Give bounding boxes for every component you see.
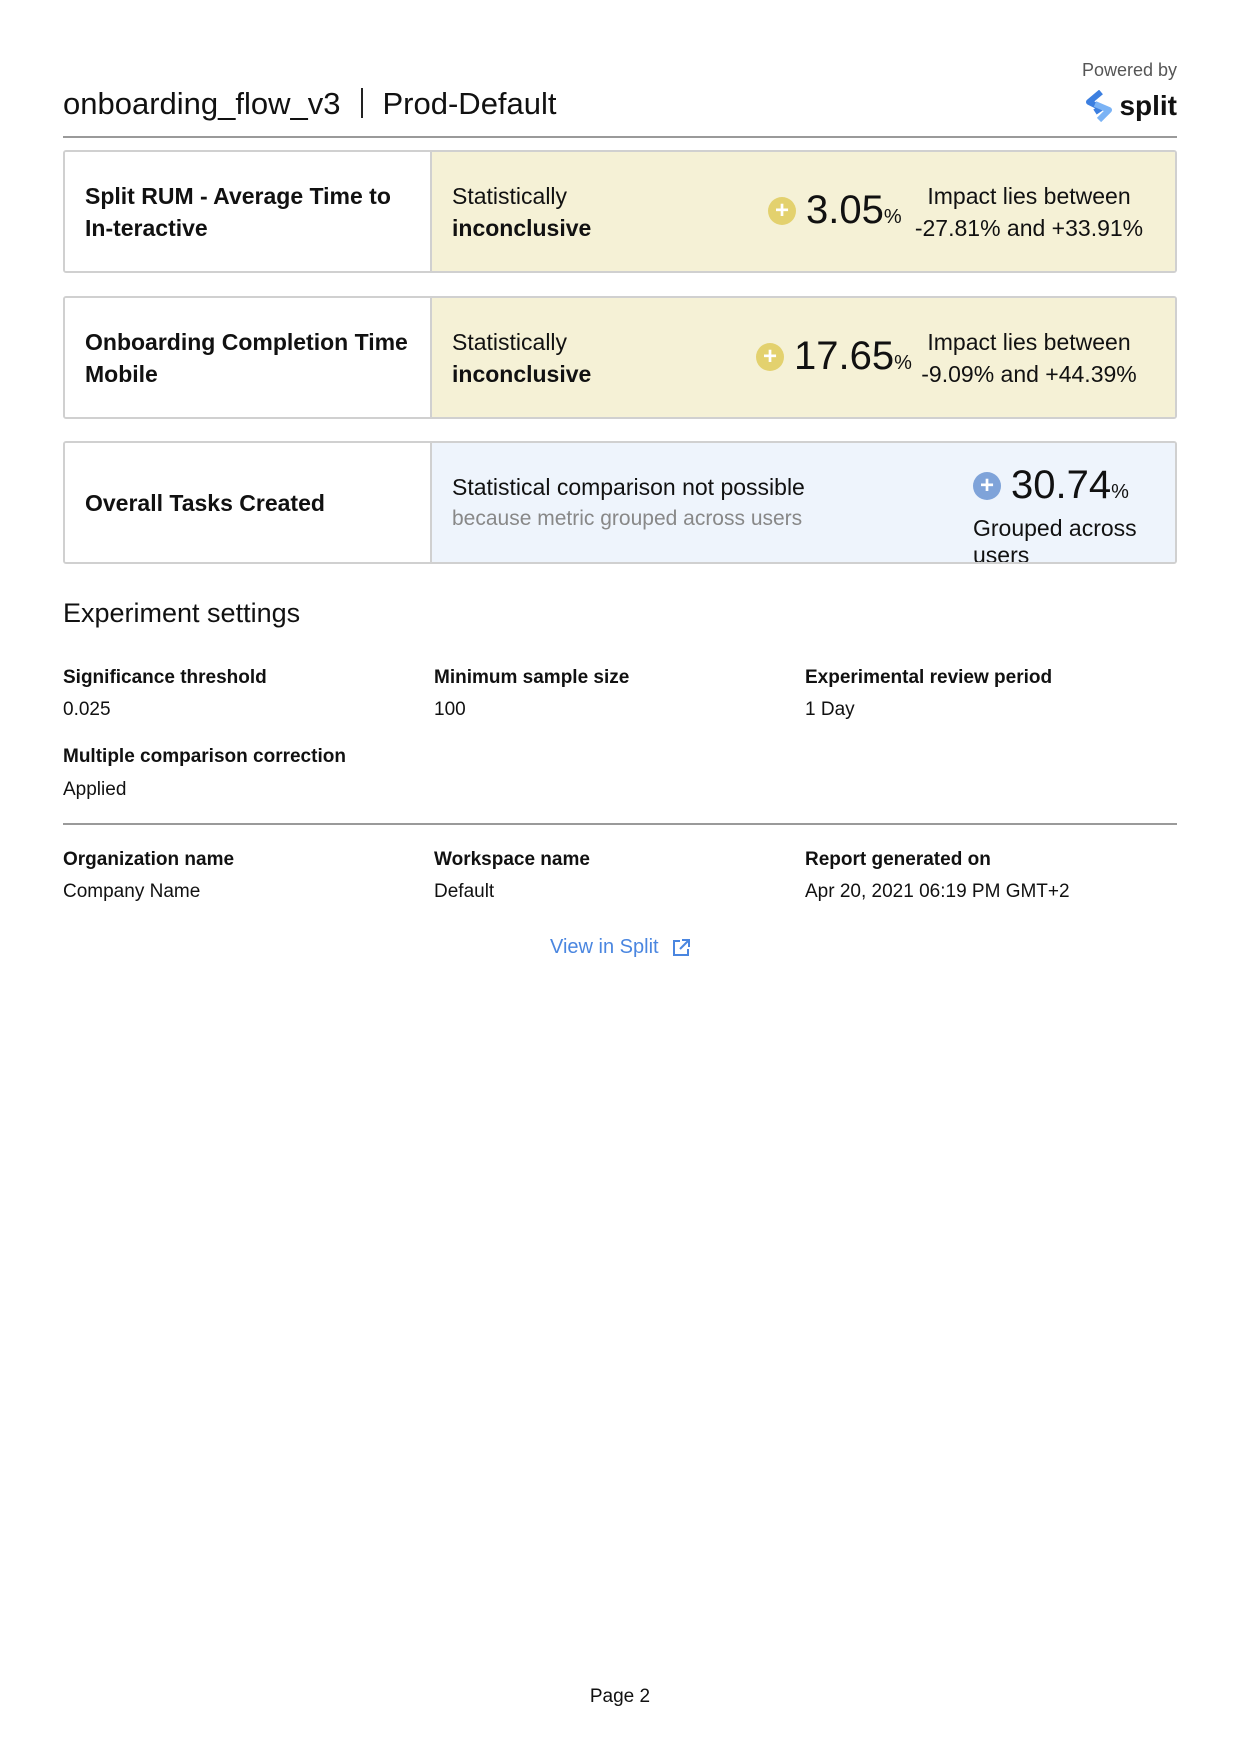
split-logo: split	[1085, 90, 1177, 122]
setting-value: 100	[434, 699, 466, 720]
section-divider	[63, 823, 1177, 825]
page-title: onboarding_flow_v3 Prod-Default	[63, 86, 557, 122]
plus-circle-icon: +	[768, 196, 796, 225]
info-label: Organization name	[63, 849, 235, 870]
setting-value: 0.025	[63, 699, 111, 720]
status-text: Statistically	[452, 182, 568, 209]
metric-name: Overall Tasks Created	[65, 443, 432, 562]
header-divider	[63, 136, 1177, 138]
info-value: Apr 20, 2021 06:19 PM GMT+2	[805, 881, 1070, 902]
setting-label: Significance threshold	[63, 667, 267, 688]
metric-name: Split RUM - Average Time to In-teractive	[65, 152, 432, 271]
metric-card: Split RUM - Average Time to In-teractive…	[63, 150, 1177, 273]
status-text-bold: inconclusive	[452, 360, 592, 387]
view-in-split-link[interactable]: View in Split	[550, 936, 691, 959]
metric-value: 3.05	[806, 188, 884, 232]
experiment-name: onboarding_flow_v3	[63, 86, 341, 121]
grouped-note: Grouped across users	[973, 515, 1137, 564]
powered-by: Powered by	[1081, 60, 1177, 80]
plus-circle-icon: +	[756, 342, 784, 371]
status-text: Statistical comparison not possible	[452, 473, 805, 500]
setting-label: Experimental review period	[805, 667, 1053, 688]
status-text: Statistically	[452, 328, 568, 355]
info-label: Workspace name	[434, 849, 590, 870]
external-link-icon	[672, 938, 690, 956]
status-subtext: because metric grouped across users	[452, 506, 803, 530]
link-label: View in Split	[550, 936, 659, 958]
metric-unit: %	[883, 206, 902, 228]
impact-label: Impact lies between	[927, 328, 1131, 355]
environment-name: Prod-Default	[382, 86, 557, 121]
title-divider	[360, 88, 363, 118]
impact-range: -27.81% and +33.91%	[914, 214, 1144, 241]
settings-title: Experiment settings	[63, 598, 301, 628]
setting-value: 1 Day	[805, 699, 855, 720]
metric-unit: %	[894, 352, 912, 374]
split-logo-icon	[1086, 90, 1113, 122]
metric-card: Onboarding Completion Time Mobile Statis…	[63, 296, 1177, 419]
metric-card: Overall Tasks Created Statistical compar…	[63, 441, 1177, 564]
info-label: Report generated on	[805, 849, 991, 870]
logo-text: split	[1119, 90, 1177, 121]
status-text-bold: inconclusive	[452, 214, 592, 241]
page-number: Page 2	[589, 1686, 651, 1707]
info-value: Company Name	[63, 881, 201, 902]
metric-name: Onboarding Completion Time Mobile	[65, 298, 432, 417]
setting-label: Multiple comparison correction	[63, 746, 346, 767]
setting-value: Applied	[63, 779, 127, 800]
info-value: Default	[434, 881, 495, 902]
plus-circle-icon: +	[973, 471, 1001, 500]
impact-label: Impact lies between	[927, 182, 1131, 209]
impact-range: -9.09% and +44.39%	[921, 360, 1137, 387]
metric-value: 30.74	[1011, 463, 1112, 507]
metric-value: 17.65	[794, 334, 895, 378]
metric-unit: %	[1111, 481, 1129, 503]
setting-label: Minimum sample size	[434, 667, 630, 688]
